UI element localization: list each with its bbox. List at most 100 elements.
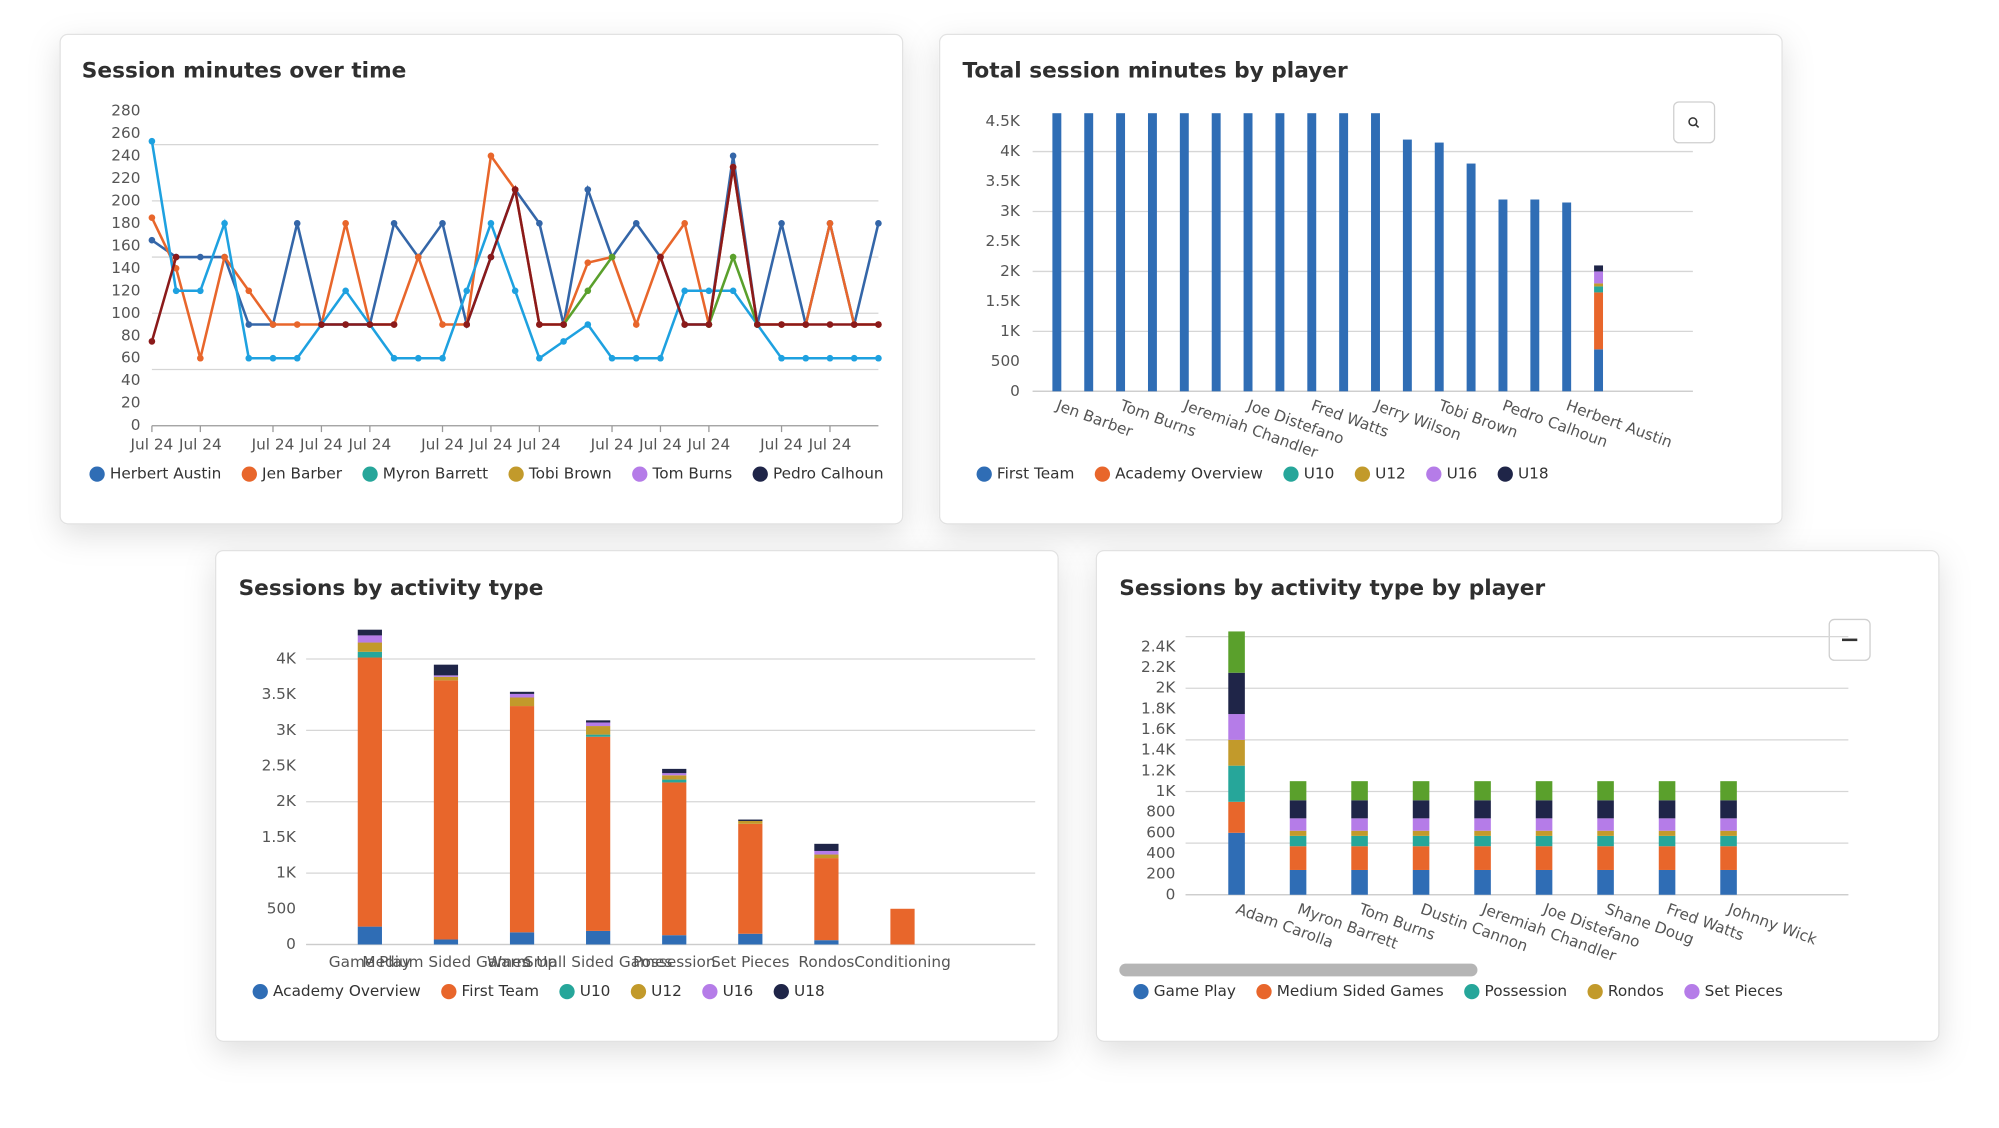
bar-segment bbox=[1535, 835, 1553, 847]
y-tick-label: 120 bbox=[111, 281, 140, 299]
y-tick-label: 200 bbox=[1146, 865, 1175, 883]
bar-segment bbox=[1351, 835, 1368, 847]
scrollbar[interactable] bbox=[1119, 963, 1478, 977]
legend-label: U12 bbox=[1375, 465, 1406, 483]
bar-segment bbox=[1412, 869, 1430, 895]
y-tick-label: 600 bbox=[1146, 823, 1175, 841]
bar-segment bbox=[1052, 113, 1062, 392]
bar-segment bbox=[1658, 835, 1676, 847]
y-tick-label: 1.4K bbox=[1141, 741, 1176, 759]
data-point bbox=[463, 321, 471, 328]
y-tick-label: 180 bbox=[111, 214, 140, 232]
legend-label: U18 bbox=[1518, 465, 1549, 483]
legend-label: Jen Barber bbox=[261, 465, 343, 483]
legend-label: U16 bbox=[1447, 465, 1478, 483]
bar-segment bbox=[1275, 113, 1285, 392]
bar-segment bbox=[1289, 835, 1307, 847]
bar-segment bbox=[1594, 292, 1604, 350]
data-point bbox=[802, 321, 810, 328]
legend-marker bbox=[252, 983, 268, 1000]
data-point bbox=[875, 354, 882, 362]
bar-segment bbox=[1597, 818, 1614, 831]
reset-button[interactable] bbox=[1828, 618, 1871, 661]
series-line bbox=[150, 166, 879, 342]
data-point bbox=[221, 253, 228, 261]
bar-segment bbox=[433, 664, 459, 676]
data-point bbox=[657, 354, 664, 362]
legend-marker bbox=[1587, 983, 1603, 1000]
bar-segment bbox=[1412, 781, 1430, 801]
legend-marker bbox=[1684, 983, 1700, 1000]
data-point bbox=[511, 287, 519, 295]
legend-marker bbox=[1094, 466, 1111, 482]
y-tick-label: 2.5K bbox=[262, 757, 297, 775]
data-point bbox=[439, 220, 446, 227]
data-point bbox=[342, 287, 349, 295]
bar-segment bbox=[1498, 199, 1508, 392]
chart-title: Sessions by activity type by player bbox=[1119, 576, 1545, 601]
bar-segment bbox=[1402, 139, 1412, 392]
data-point bbox=[197, 253, 204, 261]
bar-segment bbox=[1243, 113, 1253, 392]
panel bbox=[214, 549, 1059, 1042]
data-point bbox=[826, 354, 834, 362]
data-point bbox=[681, 220, 688, 227]
bar-segment bbox=[1371, 113, 1380, 392]
y-tick-label: 1.5K bbox=[986, 292, 1021, 310]
legend-marker bbox=[508, 466, 524, 482]
bar-segment bbox=[1535, 818, 1553, 831]
magnifier-icon[interactable] bbox=[1688, 117, 1698, 127]
legend-marker bbox=[630, 983, 647, 1000]
bar-segment bbox=[509, 697, 535, 707]
bar-segment bbox=[1474, 846, 1491, 870]
bar-segment bbox=[1658, 800, 1676, 819]
y-tick-label: 220 bbox=[111, 169, 140, 187]
y-tick-label: 100 bbox=[111, 304, 140, 322]
bar-segment bbox=[1474, 818, 1491, 831]
data-point bbox=[148, 236, 156, 244]
data-point bbox=[705, 287, 713, 295]
zoom-button[interactable] bbox=[1673, 101, 1716, 144]
data-point bbox=[584, 186, 592, 193]
data-point bbox=[463, 287, 471, 295]
bar-segment bbox=[1412, 846, 1430, 870]
bar-segment bbox=[1474, 800, 1491, 819]
bar-segment bbox=[738, 819, 763, 821]
data-point bbox=[414, 354, 422, 362]
chart-title: Sessions by activity type bbox=[239, 576, 544, 601]
bar-segment bbox=[1594, 349, 1604, 392]
y-tick-label: 3.5K bbox=[262, 685, 297, 703]
bar-segment bbox=[662, 935, 687, 945]
x-tick-label: Jul 24 bbox=[590, 435, 634, 453]
x-tick-label: Set Pieces bbox=[711, 953, 789, 971]
data-point bbox=[850, 321, 858, 328]
legend-label: Myron Barrett bbox=[383, 465, 488, 483]
y-tick-label: 1.6K bbox=[1141, 720, 1176, 738]
x-tick-label: Jul 24 bbox=[130, 435, 174, 453]
legend-marker bbox=[632, 466, 648, 482]
bar-segment bbox=[1228, 739, 1245, 766]
panel bbox=[938, 33, 1783, 525]
bar-segment bbox=[509, 932, 535, 945]
x-tick-label: Jul 24 bbox=[299, 435, 343, 453]
legend-label: Possession bbox=[1485, 982, 1568, 1000]
x-tick-label: Jul 24 bbox=[420, 435, 464, 453]
bar-segment bbox=[1228, 672, 1245, 715]
y-tick-label: 4K bbox=[276, 649, 297, 667]
bar-segment bbox=[433, 680, 459, 940]
bar-segment bbox=[1720, 835, 1737, 847]
data-point bbox=[293, 354, 301, 362]
button-frame[interactable] bbox=[1673, 101, 1716, 144]
magnifier-handle[interactable] bbox=[1695, 123, 1700, 128]
bar-segment bbox=[1289, 846, 1307, 870]
bar-segment bbox=[1658, 846, 1676, 870]
bar-segment bbox=[1594, 283, 1604, 287]
bar-segment bbox=[738, 820, 763, 824]
y-tick-label: 2.4K bbox=[1141, 637, 1176, 655]
bar-segment bbox=[1597, 835, 1614, 847]
bar-segment bbox=[1228, 801, 1245, 833]
y-tick-label: 2K bbox=[1000, 262, 1021, 280]
bar-segment bbox=[1535, 846, 1553, 870]
bar-segment bbox=[1339, 113, 1349, 392]
